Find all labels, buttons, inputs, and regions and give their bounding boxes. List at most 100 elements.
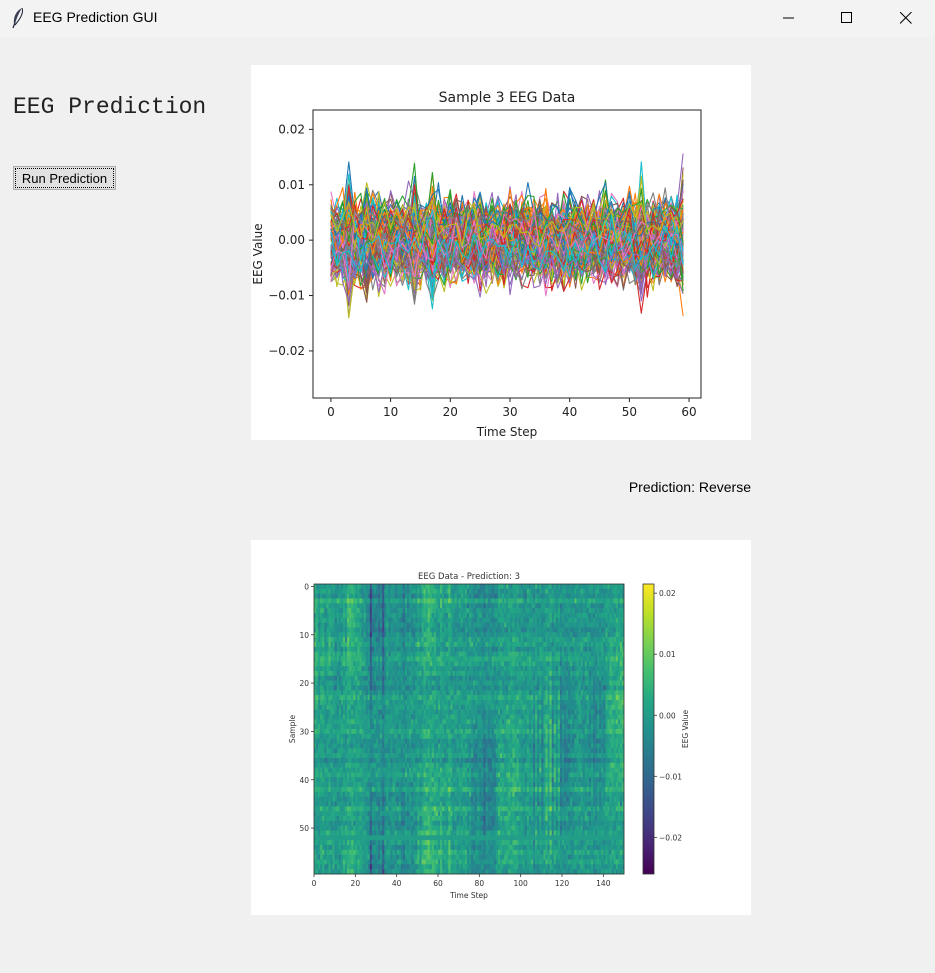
heatmap-cell [566,593,569,599]
heatmap-cell [440,729,443,735]
heatmap-cell [444,617,447,623]
heatmap-cell [332,661,335,667]
heatmap-cell [520,704,524,710]
heatmap-cell [342,588,346,594]
heatmap-cell [409,729,412,735]
heatmap-cell [485,690,488,696]
heatmap-cell [545,709,548,715]
heatmap-cell [380,666,383,672]
heatmap-cell [363,608,366,614]
heatmap-cell [411,719,414,725]
heatmap-cell [342,656,346,662]
heatmap-cell [586,671,590,677]
heatmap-cell [450,646,453,652]
heatmap-cell [324,632,327,638]
heatmap-cell [588,584,592,590]
heatmap-cell [407,608,410,614]
heatmap-cell [502,617,505,623]
heatmap-cell [541,613,544,619]
heatmap-cell [336,733,340,739]
heatmap-cell [450,642,453,648]
heatmap-cell [601,622,604,628]
heatmap-cell [553,608,557,614]
maximize-button[interactable] [818,0,876,37]
heatmap-cell [471,646,474,652]
heatmap-cell [456,675,459,681]
heatmap-cell [549,617,552,623]
heatmap-cell [433,704,437,710]
heatmap-cell [376,584,379,590]
heatmap-cell [417,637,420,643]
heatmap-cell [431,632,435,638]
heatmap-cell [483,598,486,604]
heatmap-cell [473,603,476,609]
heatmap-cell [547,719,550,725]
heatmap-cell [394,685,397,691]
heatmap-cell [400,603,404,609]
heatmap-cell [574,680,577,686]
heatmap-cell [433,719,437,725]
heatmap-cell [518,671,521,677]
heatmap-cell [495,646,499,652]
heatmap-cell [568,603,571,609]
heatmap-cell [580,695,583,701]
heatmap-cell [347,666,350,672]
heatmap-cell [462,671,466,677]
heatmap-cell [526,584,530,590]
heatmap-cell [522,656,526,662]
heatmap-cell [514,622,517,628]
heatmap-cell [425,675,428,681]
heatmap-cell [533,627,536,633]
heatmap-cell [572,656,575,662]
heatmap-cell [524,695,528,701]
heatmap-cell [330,709,333,715]
heatmap-cell [419,709,422,715]
heatmap-cell [452,719,455,725]
heatmap-cell [483,704,486,710]
heatmap-cell [518,632,521,638]
heatmap-cell [347,719,350,725]
heatmap-cell [415,666,418,672]
heatmap-cell [349,729,352,735]
heatmap-cell [578,690,581,696]
heatmap-cell [495,724,499,730]
heatmap-cell [566,642,569,648]
minimize-button[interactable] [760,0,818,37]
heatmap-cell [318,724,321,730]
heatmap-cell [392,603,395,609]
heatmap-cell [605,680,608,686]
heatmap-cell [491,646,495,652]
heatmap-cell [435,584,439,590]
heatmap-cell [497,622,501,628]
heatmap-cell [388,646,391,652]
heatmap-cell [448,709,451,715]
heatmap-cell [506,671,509,677]
heatmap-cell [506,709,509,715]
heatmap-cell [460,593,464,599]
heatmap-cell [588,627,592,633]
heatmap-cell [483,680,486,686]
heatmap-cell [452,724,455,730]
heatmap-cell [502,666,505,672]
run-prediction-button[interactable]: Run Prediction [13,166,116,190]
heatmap-cell [462,709,466,715]
heatmap-cell [551,608,555,614]
heatmap-cell [421,651,424,657]
heatmap-cell [607,690,610,696]
heatmap-cell [545,675,548,681]
heatmap-cell [444,608,447,614]
heatmap-cell [326,704,329,710]
close-button[interactable] [877,0,935,37]
heatmap-cell [495,598,499,604]
heatmap-cell [485,724,488,730]
heatmap-cell [582,613,586,619]
heatmap-cell [537,646,540,652]
heatmap-cell [524,719,528,725]
heatmap-cell [572,675,575,681]
heatmap-cell [435,704,439,710]
heatmap-cell [613,724,617,730]
heatmap-cell [386,661,389,667]
heatmap-cell [398,627,402,633]
heatmap-cell [373,622,377,628]
heatmap-cell [497,666,501,672]
